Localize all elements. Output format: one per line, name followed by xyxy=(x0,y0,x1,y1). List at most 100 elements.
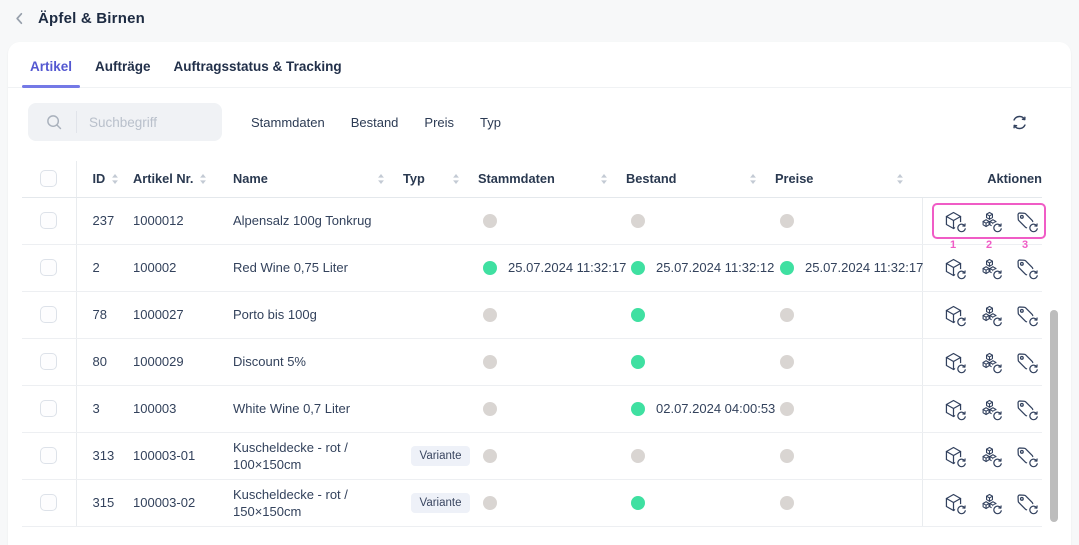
select-all-checkbox[interactable] xyxy=(40,170,58,188)
sync-arrow-icon xyxy=(991,268,1004,282)
sync-article-action[interactable] xyxy=(941,350,968,376)
header-row: ID Artikel Nr. Name Typ Stammdat xyxy=(22,161,1042,198)
filter-button[interactable]: Stammdaten xyxy=(238,115,338,130)
sync-arrow-icon xyxy=(991,456,1004,470)
sync-price-action[interactable] xyxy=(1013,397,1040,423)
cell-id: 78 xyxy=(92,307,107,322)
cell-artikel-nr: 1000012 xyxy=(133,213,184,228)
sync-price-action[interactable] xyxy=(1013,350,1040,376)
sync-stock-action[interactable] xyxy=(977,397,1004,423)
cell-artikel-nr: 100002 xyxy=(133,260,177,275)
sync-article-action[interactable] xyxy=(941,397,968,423)
sort-icon[interactable] xyxy=(600,173,608,185)
row-actions xyxy=(934,299,1044,331)
sync-arrow-icon xyxy=(1027,221,1040,235)
sync-stock-action[interactable] xyxy=(977,444,1004,470)
cell-stammdaten xyxy=(478,354,626,369)
sync-stock-action[interactable] xyxy=(977,209,1004,235)
cell-name: Discount 5% xyxy=(233,354,306,369)
sync-article-action[interactable] xyxy=(941,256,968,282)
row-actions xyxy=(934,487,1044,519)
sync-article-action[interactable] xyxy=(941,444,968,470)
status-dot xyxy=(483,448,497,463)
row-checkbox[interactable] xyxy=(40,353,58,371)
cell-artikel-nr: 100003-02 xyxy=(133,495,196,510)
sync-price-action[interactable] xyxy=(1013,256,1040,282)
cell-preise xyxy=(775,495,922,510)
row-checkbox[interactable] xyxy=(40,306,58,324)
status-dot xyxy=(780,354,794,369)
cell-name: Red Wine 0,75 Liter xyxy=(233,260,348,275)
row-actions xyxy=(934,252,1044,284)
tab[interactable]: Auftragsstatus & Tracking xyxy=(174,59,342,87)
row-checkbox[interactable] xyxy=(40,494,58,512)
filter-button[interactable]: Bestand xyxy=(338,115,412,130)
sort-icon[interactable] xyxy=(749,173,757,185)
sync-stock-action[interactable] xyxy=(977,350,1004,376)
cell-stammdaten: 25.07.2024 11:32:17 xyxy=(478,260,626,275)
column-header[interactable]: Aktionen xyxy=(922,161,1042,198)
sync-arrow-icon xyxy=(991,503,1004,517)
sync-price-action[interactable] xyxy=(1013,209,1040,235)
table-row: 237 1000012 Alpensalz 100g Tonkrug xyxy=(22,197,1042,251)
refresh-button[interactable] xyxy=(1008,111,1031,134)
column-header[interactable]: Typ xyxy=(403,161,478,198)
sort-icon[interactable] xyxy=(452,173,460,185)
sort-icon[interactable] xyxy=(111,173,119,185)
back-button[interactable] xyxy=(8,7,30,29)
sync-arrow-icon xyxy=(955,456,968,470)
sync-article-cube-icon xyxy=(945,493,961,512)
cell-bestand xyxy=(626,213,775,228)
row-actions xyxy=(934,393,1044,425)
column-label: Stammdaten xyxy=(478,171,555,187)
sync-stock-action[interactable] xyxy=(977,491,1004,517)
sync-arrow-icon xyxy=(955,315,968,329)
filter-button[interactable]: Preis xyxy=(411,115,467,130)
status-dot xyxy=(780,213,794,228)
row-checkbox[interactable] xyxy=(40,447,58,465)
scrollbar-thumb[interactable] xyxy=(1050,310,1058,522)
sort-icon[interactable] xyxy=(377,173,385,185)
row-checkbox[interactable] xyxy=(40,259,58,277)
column-header[interactable]: Preise xyxy=(775,161,922,198)
sync-stock-action[interactable] xyxy=(977,303,1004,329)
sync-price-action[interactable] xyxy=(1013,303,1040,329)
tabs: Artikel Aufträge Auftragsstatus & Tracki… xyxy=(8,42,1071,88)
sync-stock-action[interactable] xyxy=(977,256,1004,282)
row-checkbox[interactable] xyxy=(40,212,58,230)
sync-article-cube-icon xyxy=(945,352,961,371)
column-header[interactable]: ID xyxy=(76,161,133,198)
status-dot xyxy=(631,448,645,463)
sort-icon[interactable] xyxy=(896,173,904,185)
sync-arrow-icon xyxy=(1027,409,1040,423)
cell-bestand xyxy=(626,448,775,463)
table-row: 78 1000027 Porto bis 100g xyxy=(22,291,1044,339)
sync-article-action[interactable] xyxy=(941,209,968,235)
sort-icon[interactable] xyxy=(199,173,207,185)
tab[interactable]: Aufträge xyxy=(95,59,151,87)
status-dot xyxy=(483,495,497,510)
cell-preise: 25.07.2024 11:32:17 xyxy=(775,260,923,275)
sync-article-cube-icon xyxy=(945,211,961,230)
status-timestamp: 25.07.2024 11:32:17 xyxy=(508,260,627,275)
table-row: 80 1000029 Discount 5% xyxy=(22,338,1042,386)
table-row: 2 100002 Red Wine 0,75 Liter 25.07.2024 … xyxy=(22,244,1044,292)
column-header[interactable]: Bestand xyxy=(626,161,775,198)
search-input[interactable] xyxy=(89,114,199,130)
status-dot xyxy=(483,401,497,416)
sync-price-action[interactable] xyxy=(1013,444,1040,470)
column-header[interactable]: Name xyxy=(233,161,403,198)
cell-id: 3 xyxy=(92,401,100,416)
content-card: Artikel Aufträge Auftragsstatus & Tracki… xyxy=(8,42,1071,545)
sync-article-action[interactable] xyxy=(941,303,968,329)
sync-article-action[interactable] xyxy=(941,491,968,517)
row-checkbox[interactable] xyxy=(40,400,58,418)
sync-arrow-icon xyxy=(955,503,968,517)
status-dot xyxy=(780,260,794,275)
column-header[interactable]: Artikel Nr. xyxy=(133,161,233,198)
status-dot xyxy=(631,213,645,228)
column-header[interactable]: Stammdaten xyxy=(478,161,626,198)
sync-price-action[interactable] xyxy=(1013,491,1040,517)
filter-button[interactable]: Typ xyxy=(467,115,514,130)
tab[interactable]: Artikel xyxy=(21,59,81,88)
